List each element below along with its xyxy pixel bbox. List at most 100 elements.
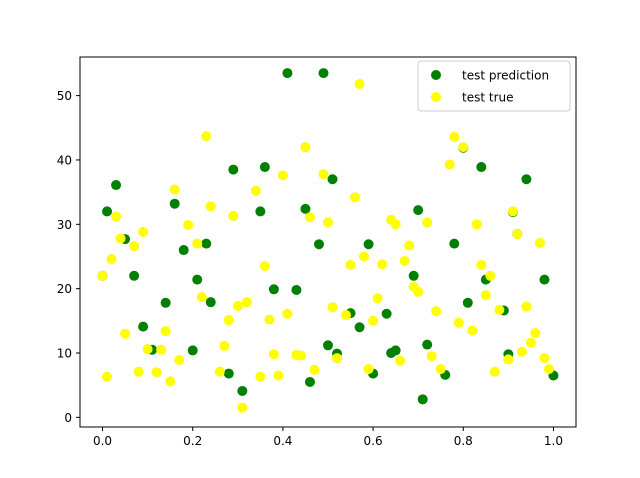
point-test-true	[273, 370, 284, 381]
point-test-true	[413, 286, 424, 297]
point-test-true	[300, 142, 311, 153]
x-tick-label: 1.0	[544, 434, 563, 448]
point-test-prediction	[300, 203, 311, 214]
point-test-true	[449, 131, 460, 142]
point-test-true	[530, 328, 541, 339]
point-test-true	[102, 371, 113, 382]
point-test-true	[354, 79, 365, 90]
point-test-prediction	[129, 270, 140, 281]
y-tick-label: 0	[64, 411, 72, 425]
point-test-true	[192, 238, 203, 249]
point-test-true	[476, 259, 487, 270]
point-test-prediction	[205, 297, 216, 308]
point-test-true	[435, 364, 446, 375]
point-test-prediction	[228, 164, 239, 175]
point-test-true	[250, 185, 261, 196]
legend-label-test-true: test true	[462, 91, 514, 105]
point-test-true	[277, 170, 288, 181]
point-test-prediction	[304, 376, 315, 387]
x-axis-ticks: 0.0 0.2 0.4 0.6 0.8 1.0	[93, 427, 563, 448]
point-test-prediction	[192, 274, 203, 285]
point-test-true	[214, 366, 225, 377]
legend-marker-test-prediction	[431, 70, 441, 80]
point-test-prediction	[201, 238, 212, 249]
point-test-true	[255, 371, 266, 382]
point-test-true	[485, 270, 496, 281]
point-test-true	[426, 351, 437, 362]
point-test-true	[142, 344, 153, 355]
point-test-true	[444, 159, 455, 170]
point-test-true	[345, 259, 356, 270]
point-test-true	[368, 315, 379, 326]
point-test-true	[174, 355, 185, 366]
point-test-true	[106, 254, 117, 265]
data-points	[97, 68, 559, 413]
point-test-true	[309, 364, 320, 375]
point-test-true	[268, 349, 279, 360]
x-tick-label: 0.8	[454, 434, 473, 448]
point-test-true	[471, 219, 482, 230]
point-test-prediction	[390, 345, 401, 356]
point-test-true	[512, 228, 523, 239]
point-test-prediction	[408, 270, 419, 281]
point-test-prediction	[259, 162, 270, 173]
point-test-true	[431, 306, 442, 317]
point-test-prediction	[313, 239, 324, 250]
point-test-prediction	[449, 238, 460, 249]
x-tick-label: 0.6	[364, 434, 383, 448]
point-test-prediction	[539, 274, 550, 285]
series-test-true	[97, 79, 554, 413]
point-test-true	[241, 297, 252, 308]
point-test-true	[359, 251, 370, 262]
y-tick-label: 40	[57, 153, 72, 167]
point-test-true	[377, 259, 388, 270]
point-test-true	[129, 241, 140, 252]
point-test-prediction	[323, 340, 333, 351]
point-test-true	[543, 364, 554, 375]
y-tick-label: 30	[57, 218, 72, 232]
point-test-true	[156, 344, 167, 355]
x-tick-label: 0.2	[183, 434, 202, 448]
point-test-true	[237, 402, 248, 413]
point-test-true	[453, 317, 464, 328]
point-test-true	[323, 217, 333, 228]
point-test-prediction	[282, 68, 293, 79]
y-axis-ticks: 0 10 20 30 40 50	[57, 89, 80, 425]
point-test-prediction	[160, 297, 171, 308]
point-test-true	[120, 328, 131, 339]
point-test-true	[183, 219, 194, 230]
point-test-true	[539, 353, 550, 364]
point-test-true	[525, 337, 536, 348]
point-test-true	[169, 184, 180, 195]
point-test-prediction	[291, 284, 302, 295]
point-test-true	[494, 304, 505, 315]
point-test-true	[160, 326, 171, 337]
plot-frame	[79, 56, 577, 428]
plot-area	[80, 57, 576, 427]
point-test-true	[196, 292, 207, 303]
point-test-prediction	[223, 368, 234, 379]
point-test-true	[467, 325, 478, 336]
point-test-prediction	[413, 205, 424, 216]
point-test-true	[395, 355, 406, 366]
point-test-true	[201, 131, 212, 142]
legend-marker-test-true	[431, 92, 441, 102]
point-test-true	[507, 206, 518, 217]
point-test-true	[223, 315, 234, 326]
point-test-true	[133, 366, 144, 377]
point-test-prediction	[169, 198, 180, 209]
point-test-prediction	[363, 239, 374, 250]
point-test-true	[205, 201, 216, 212]
point-test-true	[327, 302, 338, 313]
point-test-prediction	[138, 321, 149, 332]
point-test-true	[219, 340, 230, 351]
point-test-true	[259, 261, 270, 272]
legend-label-test-prediction: test prediction	[462, 69, 549, 83]
point-test-prediction	[178, 245, 189, 256]
point-test-true	[534, 237, 545, 248]
point-test-true	[332, 353, 343, 364]
point-test-true	[516, 346, 527, 357]
point-test-true	[115, 233, 126, 244]
